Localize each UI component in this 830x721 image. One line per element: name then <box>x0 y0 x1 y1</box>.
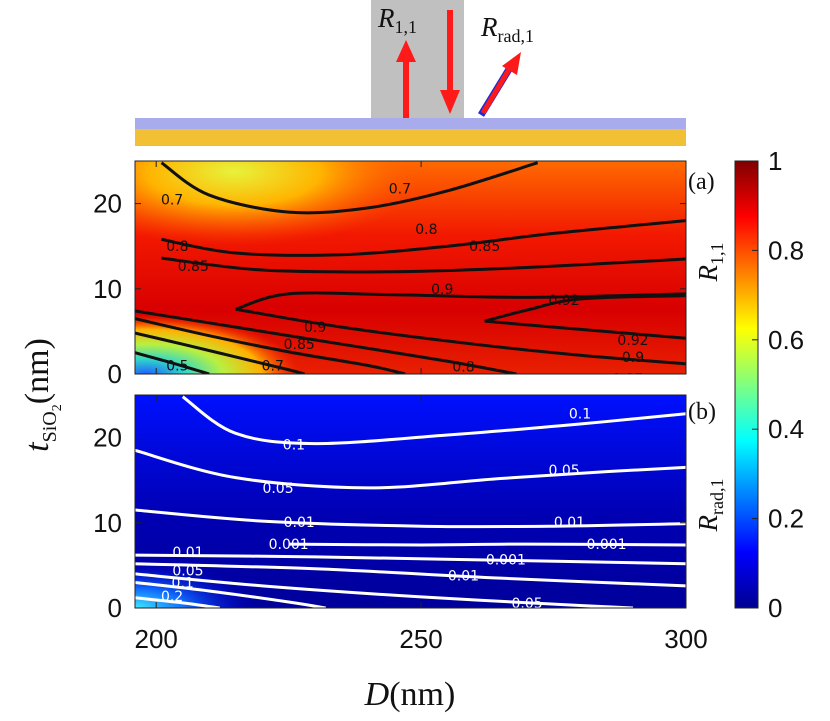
contour-label: 0.7 <box>389 181 411 197</box>
colorbar-gradient <box>734 160 759 609</box>
colorbar-tick-label: 0.4 <box>768 414 804 444</box>
y-tick-label: 10 <box>93 274 122 304</box>
colorbar-tick-label: 1 <box>768 146 782 176</box>
contour-line-0.85 <box>161 256 686 274</box>
contour-label: 0.05 <box>511 596 542 612</box>
contour-label: 0.1 <box>283 437 305 453</box>
panel-b-ylabel: Rrad,1 <box>693 479 727 533</box>
contour-label: 0.8 <box>452 359 474 375</box>
colorbar-tick-label: 0.8 <box>768 235 804 265</box>
contour-label: 0.01 <box>448 569 479 585</box>
contour-line-0.8 <box>161 219 686 257</box>
reflected-arrow <box>396 40 416 118</box>
panel-b-frame <box>134 394 687 609</box>
y-tick-label: 20 <box>93 189 122 219</box>
contour-label: 0.01 <box>284 515 315 531</box>
y-axis-label: tSiO2(nm) <box>19 338 65 452</box>
contour-label: 0.9 <box>304 320 326 336</box>
radiated-label: Rrad,1 <box>480 12 534 46</box>
contour-label: 0.85 <box>469 239 500 255</box>
contour-label: 0.05 <box>549 463 580 479</box>
contour-label: 0.7 <box>161 192 183 208</box>
contour-label: 0.001 <box>269 537 309 553</box>
contour-line-0.01 <box>135 562 686 588</box>
contour-line-0.85 <box>135 309 517 374</box>
contour-line-0.92 <box>484 319 686 340</box>
contour-line-0.5 <box>135 351 210 374</box>
colorbar-tick-label: 0.6 <box>768 325 804 355</box>
radiated-arrow <box>478 52 521 117</box>
y-tick-label: 0 <box>108 359 122 389</box>
contour-line-0.05 <box>135 448 686 490</box>
panel-b-heatmap: 0.10.10.050.050.010.010.0010.0010.0010.0… <box>135 395 686 612</box>
contour-line-0.001 <box>135 553 686 566</box>
contour-line-0.7 <box>135 331 305 374</box>
contour-line-0.92 <box>484 294 686 323</box>
contour-label: 0.7 <box>262 358 284 374</box>
contour-label: 0.92 <box>549 293 580 309</box>
panel-a-frame <box>134 160 687 375</box>
contour-line-0.8 <box>135 317 406 374</box>
y-tick-label: 20 <box>93 423 122 453</box>
contour-line-0.001 <box>288 542 686 547</box>
contour-label: 0.9 <box>431 282 453 298</box>
colorbar-tick-label: 0 <box>768 593 782 623</box>
schematic: R1,1 Rrad,1 <box>135 0 686 146</box>
contour-label: 0.9 <box>622 350 644 366</box>
svg-text:tSiO2(nm): tSiO2(nm) <box>19 338 65 452</box>
panel-a-label: (a) <box>688 169 715 195</box>
contour-line-0.1 <box>181 395 686 446</box>
incident-arrow <box>440 10 460 114</box>
contour-label: 0.1 <box>569 407 591 423</box>
x-tick-label: 250 <box>399 624 442 654</box>
svg-text:Rrad,1: Rrad,1 <box>693 479 727 533</box>
contour-label: 0.8 <box>166 239 188 255</box>
x-axis-label: D(nm) <box>364 676 456 713</box>
contour-line-0.01 <box>135 508 686 529</box>
contour-line-0.05 <box>135 572 634 608</box>
contour-label: 0.85 <box>284 337 315 353</box>
incident-label: R1,1 <box>377 3 417 37</box>
contour-label: 0.01 <box>172 545 203 561</box>
colorbar-tick-label: 0.2 <box>768 504 804 534</box>
contour-label: 0.85 <box>612 371 643 387</box>
contour-line-0.9 <box>235 307 686 366</box>
contour-label: 0.1 <box>172 575 194 591</box>
contour-label: 0.01 <box>554 515 585 531</box>
contour-label: 0.05 <box>262 481 293 497</box>
y-tick-label: 0 <box>108 593 122 623</box>
contour-label: 0.5 <box>166 358 188 374</box>
contour-label: 0.001 <box>486 552 526 568</box>
contour-label: 0.001 <box>586 537 626 553</box>
y-tick-label: 10 <box>93 508 122 538</box>
dielectric-layer <box>135 118 686 129</box>
contour-label: 0.2 <box>161 589 183 605</box>
x-tick-label: 300 <box>664 624 707 654</box>
svg-text:R1,1: R1,1 <box>693 243 727 283</box>
panel-b: 0.10.10.050.050.010.010.0010.0010.0010.0… <box>134 394 727 612</box>
contour-line-0.2 <box>135 596 220 608</box>
contour-line-0.1 <box>135 580 326 608</box>
panel-a-heatmap: 0.70.70.80.80.850.850.90.920.90.920.850.… <box>135 161 686 387</box>
contour-label: 0.85 <box>178 259 209 275</box>
panel-a-ylabel: R1,1 <box>693 243 727 283</box>
colorbar: 0 0.2 0.4 0.6 0.8 1 <box>734 146 804 623</box>
metal-layer <box>135 129 686 146</box>
contour-label: 0.92 <box>617 333 648 349</box>
panel-b-label: (b) <box>688 399 716 425</box>
contour-line-0.7 <box>160 161 539 215</box>
contour-label: 0.05 <box>172 564 203 580</box>
panel-a: 0.70.70.80.80.850.850.90.920.90.920.850.… <box>134 160 727 387</box>
contour-line-0.9 <box>235 291 686 311</box>
x-tick-label: 200 <box>134 624 177 654</box>
contour-label: 0.8 <box>415 222 437 238</box>
